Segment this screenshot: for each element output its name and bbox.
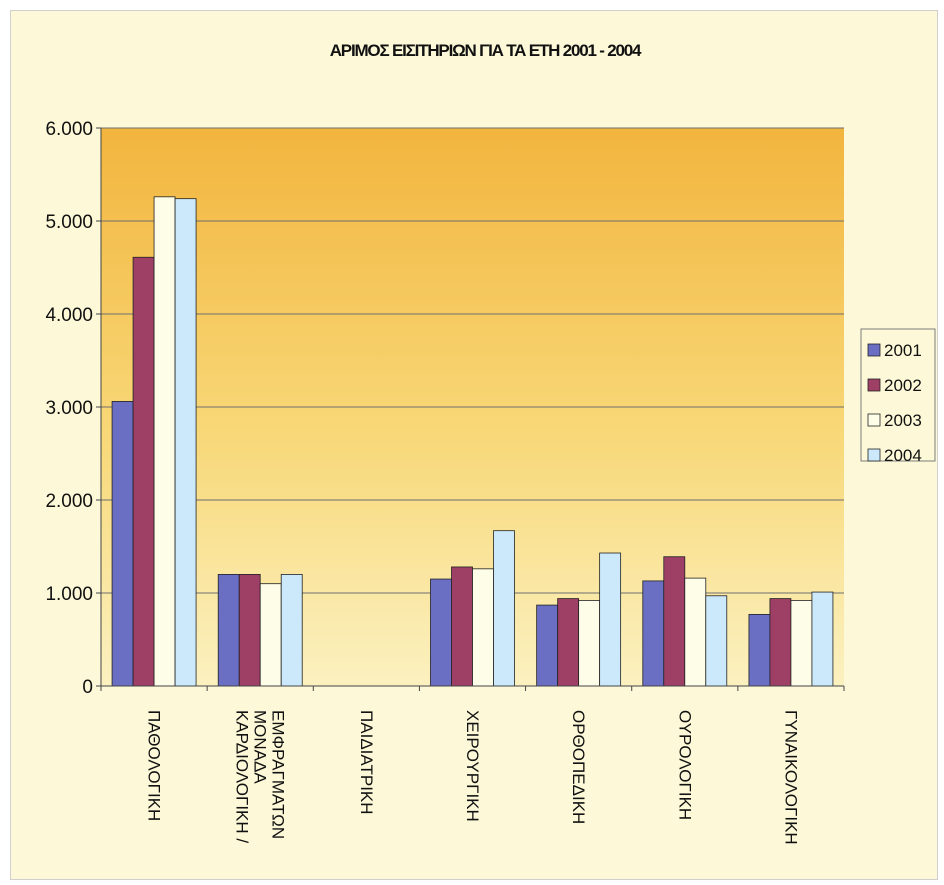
bar-2003 <box>578 600 601 687</box>
bar-2001 <box>536 604 559 687</box>
chart-title: ΑΡΙΜΟΣ ΕΙΣΙΤΗΡΙΩΝ ΓΙΑ ΤΑ ΕΤΗ 2001 - 2004 <box>330 41 642 60</box>
bar-2002 <box>238 574 261 687</box>
chart-frame: ΑΡΙΜΟΣ ΕΙΣΙΤΗΡΙΩΝ ΓΙΑ ΤΑ ΕΤΗ 2001 - 2004… <box>10 10 938 880</box>
bar-2002 <box>132 256 155 687</box>
y-tick-label: 3.000 <box>45 398 93 419</box>
category-label: ΕΜΦΡΑΓΜΑΤΩΝ <box>269 710 288 839</box>
legend-swatch <box>867 413 881 427</box>
bar-2002 <box>769 598 792 687</box>
bar-2001 <box>430 578 452 687</box>
legend-entry: 2003 <box>884 411 922 430</box>
legend-swatch <box>867 343 881 357</box>
bars <box>111 196 834 687</box>
category-label: ΓΥΝΑΙΚΟΛΟΓΙΚΗ <box>781 710 800 845</box>
bar-2001 <box>217 574 240 687</box>
category-label: ΠΑΘΟΛΟΓΙΚΗ <box>145 710 164 821</box>
category-label: ΜΟΝΑΔΑ <box>251 710 270 784</box>
chart-svg: ΑΡΙΜΟΣ ΕΙΣΙΤΗΡΙΩΝ ΓΙΑ ΤΑ ΕΤΗ 2001 - 2004… <box>45 41 936 845</box>
legend-entry: 2004 <box>884 446 922 465</box>
category-label: ΟΥΡΟΛΟΓΙΚΗ <box>675 710 694 820</box>
bar-2004 <box>599 552 622 687</box>
bar-2004 <box>493 530 515 687</box>
bar-2003 <box>684 577 707 687</box>
bar-2004 <box>811 591 834 687</box>
y-tick-label: 6.000 <box>45 119 93 140</box>
legend-entry: 2001 <box>884 341 922 360</box>
bar-2001 <box>111 401 134 687</box>
category-label: ΠΑΙΔΙΑΤΡΙΚΗ <box>357 710 376 815</box>
bar-2002 <box>663 556 686 687</box>
y-axis-ticks: 0 1.000 2.000 3.000 4.000 5.000 6.000 <box>45 119 101 698</box>
bar-2002 <box>451 566 473 687</box>
category-labels: ΠΑΘΟΛΟΓΙΚΗ ΚΑΡΔΙΟΛΟΓΙΚΗ / ΜΟΝΑΔΑ ΕΜΦΡΑΓΜΑΤΩ… <box>145 710 801 845</box>
bar-2001 <box>642 580 665 687</box>
y-tick-label: 1.000 <box>45 584 93 605</box>
y-tick-label: 4.000 <box>45 305 93 326</box>
legend-entry: 2002 <box>884 376 922 395</box>
y-tick-label: 5.000 <box>45 212 93 233</box>
category-label: ΚΑΡΔΙΟΛΟΓΙΚΗ / <box>233 710 252 843</box>
y-tick-label: 0 <box>82 677 93 698</box>
legend-swatch <box>867 378 881 392</box>
bar-2001 <box>748 613 771 687</box>
bar-2003 <box>472 568 494 687</box>
bar-2004 <box>705 595 728 687</box>
category-label: ΧΕΙΡΟΥΡΓΙΚΗ <box>463 710 482 822</box>
bar-2004 <box>174 198 197 687</box>
bar-2002 <box>557 598 580 687</box>
axes <box>100 128 845 691</box>
y-tick-label: 2.000 <box>45 491 93 512</box>
bar-2004 <box>280 574 303 687</box>
category-label: ΟΡΘΟΠΕΔΙΚΗ <box>569 710 588 824</box>
legend: 2001 2002 2003 2004 <box>860 328 936 465</box>
bar-2003 <box>153 196 176 687</box>
bar-2003 <box>259 583 282 687</box>
bar-2003 <box>790 600 813 687</box>
legend-swatch <box>867 448 881 462</box>
